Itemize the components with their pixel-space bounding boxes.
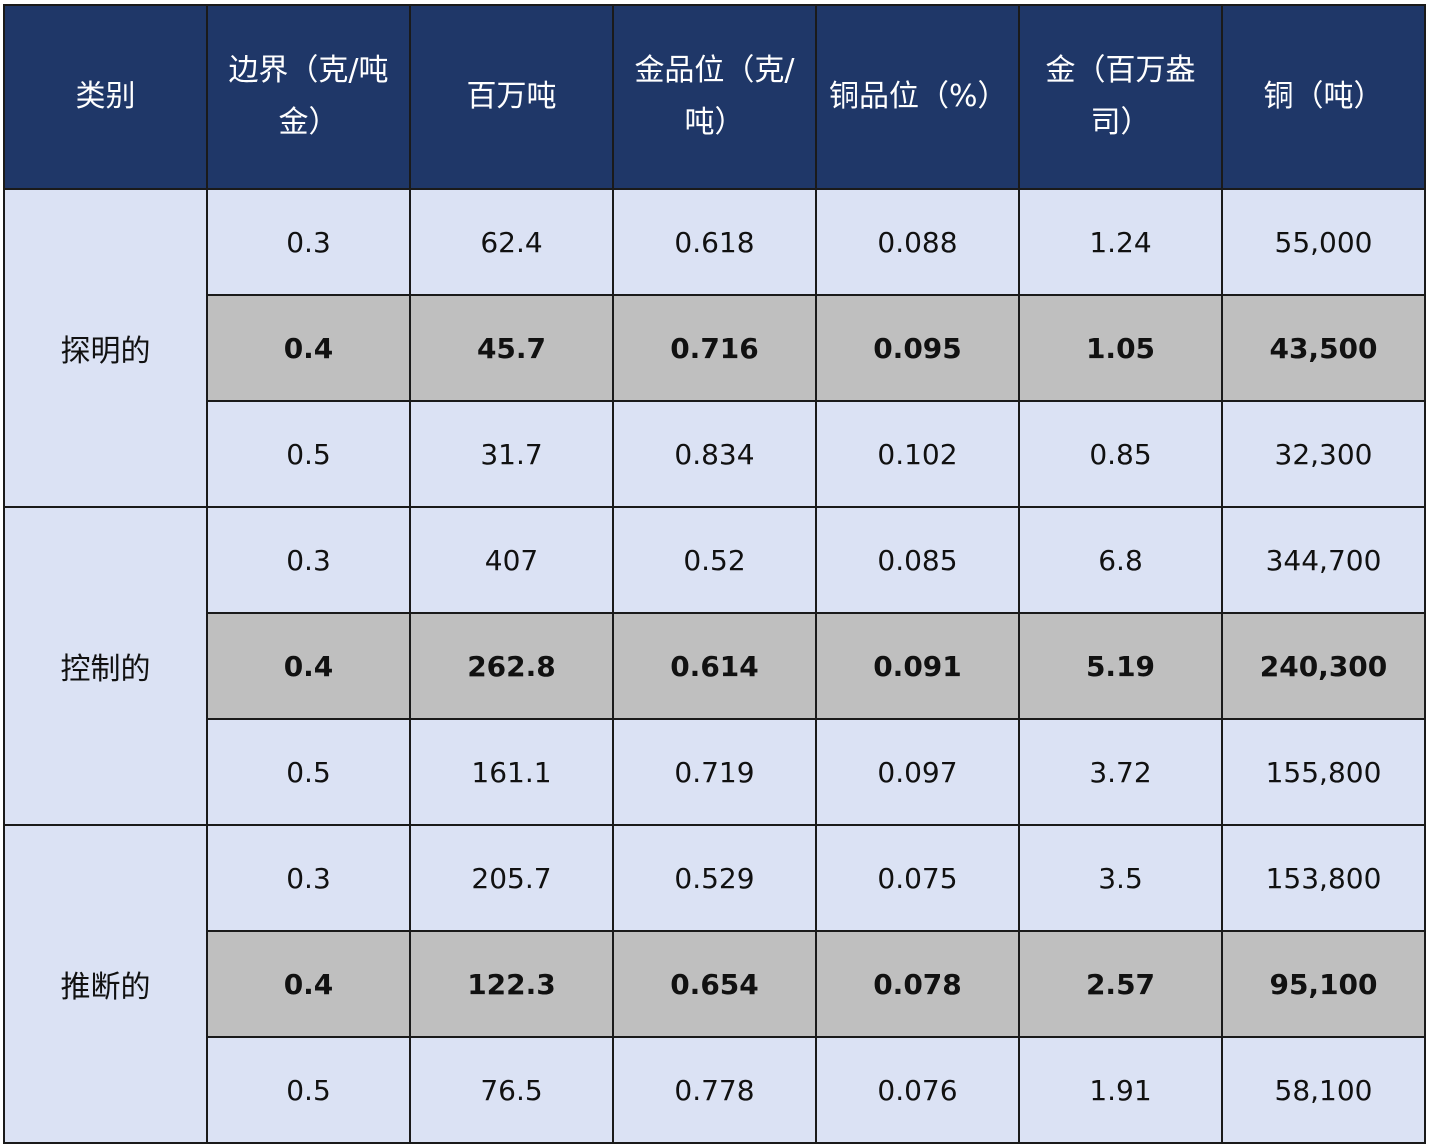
cutoff-cell: 0.4 — [206, 930, 411, 1038]
gold-moz-cell: 3.5 — [1018, 824, 1223, 932]
gold-grade-cell: 0.52 — [612, 506, 817, 614]
tonnes-cell: 31.7 — [409, 400, 614, 508]
tonnes-cell: 45.7 — [409, 294, 614, 402]
tonnes-cell: 62.4 — [409, 188, 614, 296]
gold-grade-cell: 0.719 — [612, 718, 817, 826]
gold-moz-cell: 0.85 — [1018, 400, 1223, 508]
table-row: 0.4 262.8 0.614 0.091 5.19 240,300 — [4, 612, 1426, 720]
gold-grade-cell: 0.654 — [612, 930, 817, 1038]
category-cell: 探明的 — [3, 188, 208, 508]
copper-grade-cell: 0.085 — [815, 506, 1020, 614]
table-row: 推断的 0.3 205.7 0.529 0.075 3.5 153,800 — [3, 824, 1426, 1144]
copper-tonnes-cell: 58,100 — [1221, 1036, 1426, 1144]
cutoff-cell: 0.4 — [206, 294, 411, 402]
copper-tonnes-cell: 95,100 — [1221, 930, 1426, 1038]
header-copper-tonnes: 铜（吨） — [1221, 4, 1426, 190]
cutoff-cell: 0.5 — [206, 1036, 411, 1144]
copper-grade-cell: 0.088 — [815, 188, 1020, 296]
copper-grade-cell: 0.076 — [815, 1036, 1020, 1144]
gold-grade-cell: 0.529 — [612, 824, 817, 932]
copper-grade-cell: 0.097 — [815, 718, 1020, 826]
copper-tonnes-cell: 32,300 — [1221, 400, 1426, 508]
gold-moz-cell: 6.8 — [1018, 506, 1223, 614]
mineral-resource-table: 类别 边界（克/吨金） 百万吨 金品位（克/吨） 铜品位（%） 金（百万盎司） … — [3, 4, 1426, 1144]
copper-grade-cell: 0.075 — [815, 824, 1020, 932]
cutoff-cell: 0.5 — [206, 400, 411, 508]
tonnes-cell: 76.5 — [409, 1036, 614, 1144]
cutoff-cell: 0.3 — [206, 506, 411, 614]
table-row: 控制的 0.3 407 0.52 0.085 6.8 344,700 — [3, 506, 1426, 826]
header-million-tonnes: 百万吨 — [409, 4, 614, 190]
table-row: 0.5 161.1 0.719 0.097 3.72 155,800 — [4, 718, 1426, 826]
gold-moz-cell: 1.05 — [1018, 294, 1223, 402]
gold-moz-cell: 2.57 — [1018, 930, 1223, 1038]
gold-moz-cell: 1.91 — [1018, 1036, 1223, 1144]
header-cutoff: 边界（克/吨金） — [206, 4, 411, 190]
header-row: 类别 边界（克/吨金） 百万吨 金品位（克/吨） 铜品位（%） 金（百万盎司） … — [3, 4, 1426, 190]
tonnes-cell: 407 — [409, 506, 614, 614]
copper-grade-cell: 0.091 — [815, 612, 1020, 720]
category-cell: 控制的 — [3, 506, 208, 826]
gold-grade-cell: 0.778 — [612, 1036, 817, 1144]
category-cell: 推断的 — [3, 824, 208, 1144]
tonnes-cell: 205.7 — [409, 824, 614, 932]
tonnes-cell: 262.8 — [409, 612, 614, 720]
copper-tonnes-cell: 43,500 — [1221, 294, 1426, 402]
copper-tonnes-cell: 153,800 — [1221, 824, 1426, 932]
copper-grade-cell: 0.102 — [815, 400, 1020, 508]
gold-moz-cell: 5.19 — [1018, 612, 1223, 720]
table-row: 0.4 122.3 0.654 0.078 2.57 95,100 — [4, 930, 1426, 1038]
table-row: 0.5 31.7 0.834 0.102 0.85 32,300 — [4, 400, 1426, 508]
table-row: 探明的 0.3 62.4 0.618 0.088 1.24 55,000 — [3, 188, 1426, 508]
gold-moz-cell: 1.24 — [1018, 188, 1223, 296]
gold-grade-cell: 0.618 — [612, 188, 817, 296]
table-row: 0.4 45.7 0.716 0.095 1.05 43,500 — [4, 294, 1426, 402]
copper-tonnes-cell: 344,700 — [1221, 506, 1426, 614]
gold-grade-cell: 0.716 — [612, 294, 817, 402]
cutoff-cell: 0.4 — [206, 612, 411, 720]
copper-grade-cell: 0.078 — [815, 930, 1020, 1038]
cutoff-cell: 0.3 — [206, 188, 411, 296]
tonnes-cell: 161.1 — [409, 718, 614, 826]
cutoff-cell: 0.3 — [206, 824, 411, 932]
header-copper-grade: 铜品位（%） — [815, 4, 1020, 190]
copper-tonnes-cell: 55,000 — [1221, 188, 1426, 296]
cutoff-cell: 0.5 — [206, 718, 411, 826]
copper-grade-cell: 0.095 — [815, 294, 1020, 402]
gold-grade-cell: 0.614 — [612, 612, 817, 720]
gold-grade-cell: 0.834 — [612, 400, 817, 508]
header-category: 类别 — [3, 4, 208, 190]
table-row: 0.5 76.5 0.778 0.076 1.91 58,100 — [4, 1036, 1426, 1144]
copper-tonnes-cell: 155,800 — [1221, 718, 1426, 826]
copper-tonnes-cell: 240,300 — [1221, 612, 1426, 720]
gold-moz-cell: 3.72 — [1018, 718, 1223, 826]
tonnes-cell: 122.3 — [409, 930, 614, 1038]
header-gold-moz: 金（百万盎司） — [1018, 4, 1223, 190]
header-gold-grade: 金品位（克/吨） — [612, 4, 817, 190]
